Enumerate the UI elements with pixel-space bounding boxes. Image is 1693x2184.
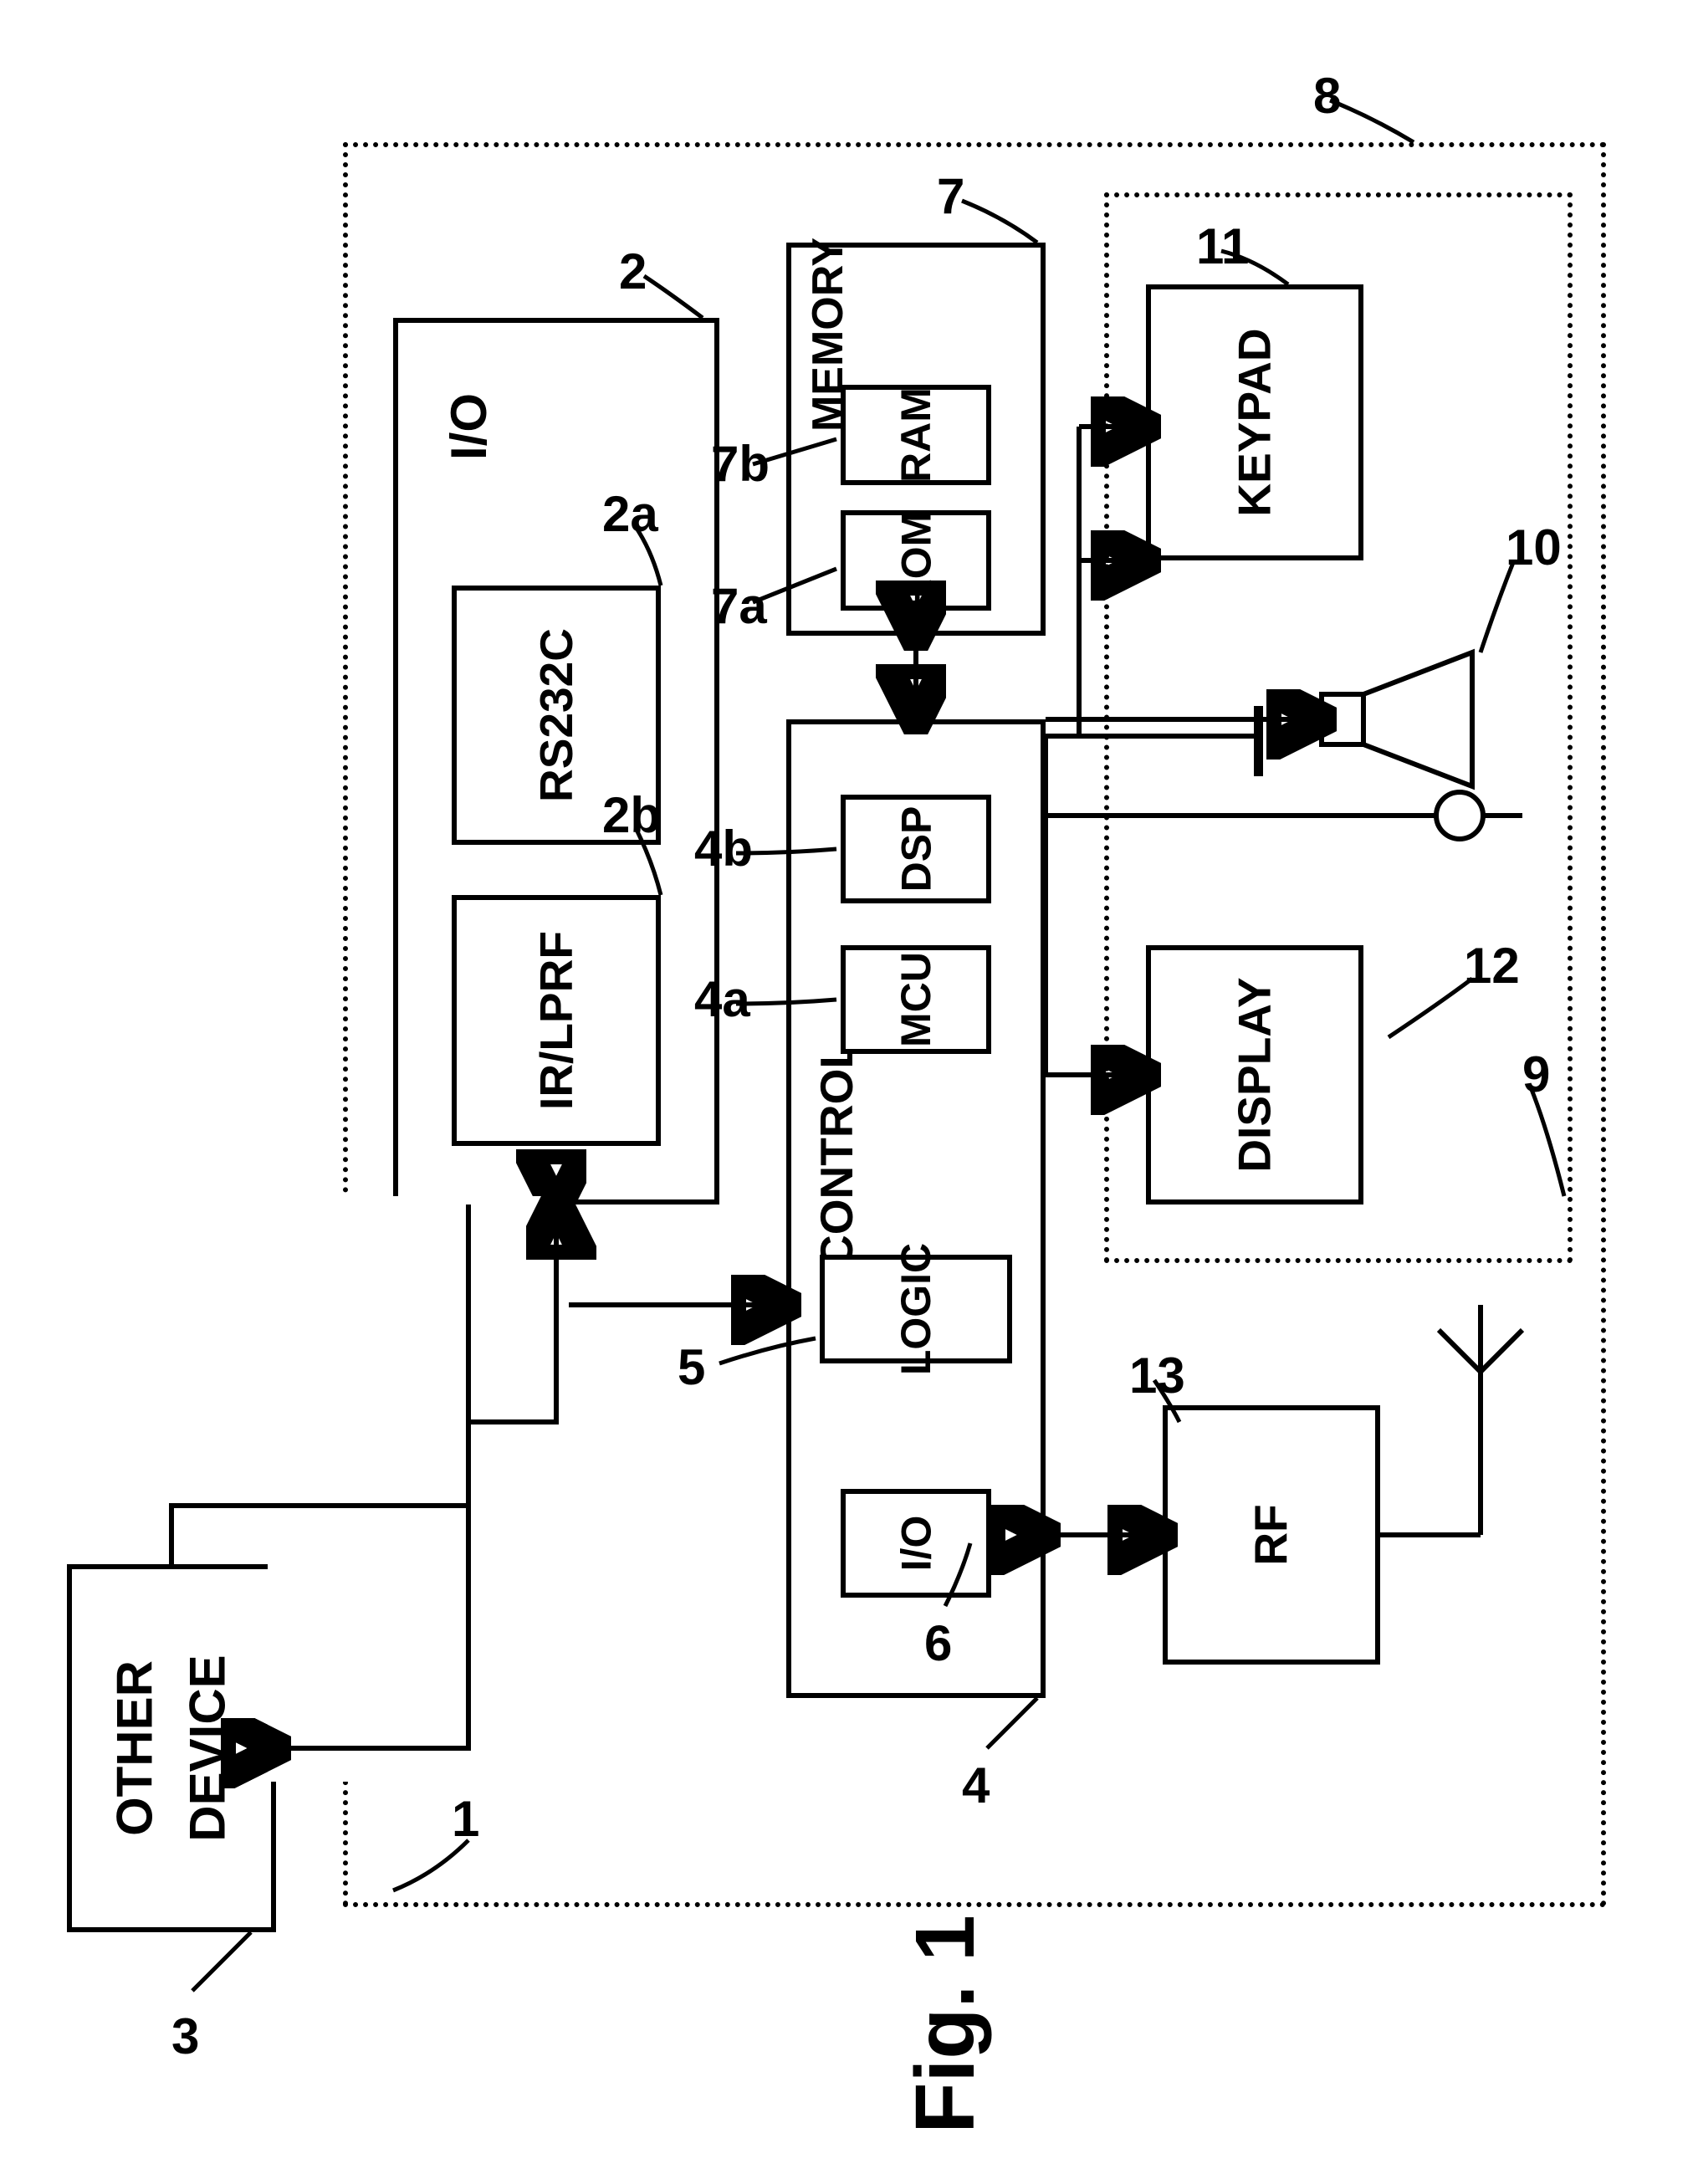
ref-2b: 2b [602,786,661,844]
io-interface-label: I/O [892,1516,940,1572]
dsp-label: DSP [892,806,940,893]
ref-5: 5 [678,1338,705,1396]
ref-3: 3 [171,2008,199,2065]
diagram-canvas: OTHER DEVICE I/O RS232C IR/LPRF MEMORY R… [0,0,1693,2184]
ref-6: 6 [924,1614,952,1672]
figure-caption: Fig. 1 [903,1899,987,2150]
ref-11: 11 [1196,217,1249,275]
control-label: CONTROL [811,1046,862,1263]
ram-label: RAM [892,387,940,483]
ref-7a: 7a [711,577,767,635]
other-device-label-1: OTHER [106,1655,164,1841]
io-interface-box: I/O [841,1489,991,1598]
ram-box: RAM [841,385,991,485]
ref-10: 10 [1506,519,1562,576]
ref-7b: 7b [711,435,770,493]
ref-2a: 2a [602,485,658,543]
logic-box: LOGIC [820,1255,1012,1363]
other-device-label-2: DEVICE [179,1655,237,1841]
ref-13: 13 [1129,1347,1185,1404]
ref-4a: 4a [694,970,750,1028]
ref-4b: 4b [694,820,753,877]
rf-label: RF [1245,1504,1298,1565]
irlprf-box: IR/LPRF [452,895,661,1146]
mcu-box: MCU [841,945,991,1054]
keypad-label: KEYPAD [1228,328,1281,516]
logic-label: LOGIC [892,1243,940,1375]
ref-9: 9 [1522,1046,1550,1103]
ref-1: 1 [452,1790,479,1848]
rom-box: ROM [841,510,991,611]
ref-2: 2 [619,243,647,300]
rf-box: RF [1163,1405,1380,1665]
other-device-box: OTHER DEVICE [67,1564,276,1932]
display-box: DISPLAY [1146,945,1363,1205]
memory-label: MEMORY [803,293,853,376]
rs232c-label: RS232C [529,628,583,802]
dsp-box: DSP [841,795,991,903]
rom-label: ROM [892,512,940,610]
display-label: DISPLAY [1228,977,1281,1172]
keypad-box: KEYPAD [1146,284,1363,560]
ref-4: 4 [962,1757,990,1814]
ref-7: 7 [937,167,964,225]
ref-12: 12 [1464,937,1520,995]
mcu-label: MCU [892,952,940,1047]
ref-8: 8 [1313,67,1341,125]
irlprf-label: IR/LPRF [529,931,583,1110]
io-block-label: I/O [443,376,494,477]
